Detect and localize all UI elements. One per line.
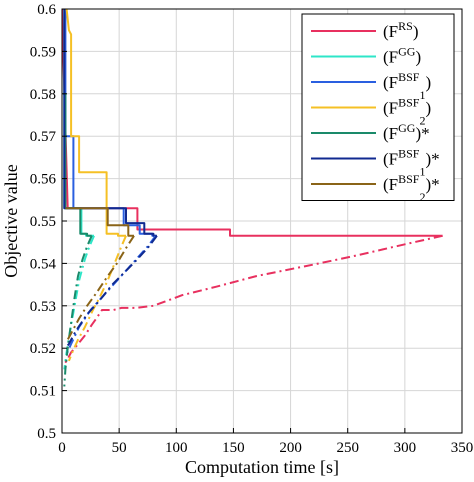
y-tick-label: 0.57: [30, 129, 57, 145]
legend-label-suffix: )*: [425, 175, 439, 194]
series-line-dashdot-13: [66, 235, 135, 341]
series-line-6: [65, 207, 134, 237]
legend-label-sup: GG: [398, 45, 416, 59]
y-tick-label: 0.59: [30, 44, 56, 60]
legend-label: (FGG)*: [383, 121, 430, 143]
legend-label-sup: BSF: [398, 70, 420, 84]
legend-label-sub: 2: [419, 114, 425, 128]
legend-label-base: (F: [383, 22, 398, 41]
y-tick-label: 0.56: [30, 172, 57, 188]
y-tick-label: 0.5: [37, 426, 56, 442]
x-tick-label: 0: [58, 440, 66, 456]
x-tick-label: 100: [165, 440, 188, 456]
y-tick-label: 0.58: [30, 87, 56, 103]
legend-label-suffix: ): [415, 48, 421, 67]
legend: (FRS)(FGG)(FBSF1)(FBSF2)(FGG)*(FBSF1)*(F…: [301, 13, 455, 204]
series-line-4: [63, 92, 92, 237]
legend-label-sup: RS: [398, 19, 413, 33]
y-tick-label: 0.52: [30, 341, 56, 357]
legend-label-suffix: ): [425, 99, 431, 118]
y-tick-label: 0.55: [30, 214, 56, 230]
legend-label-sup: BSF: [398, 147, 420, 161]
y-tick-label: 0.51: [30, 384, 56, 400]
x-tick-label: 150: [222, 440, 245, 456]
legend-label: (FRS): [383, 19, 418, 41]
legend-label-suffix: ): [425, 73, 431, 92]
legend-label-sup: GG: [398, 121, 416, 135]
x-tick-label: 300: [394, 440, 417, 456]
legend-label-sup: BSF: [398, 96, 420, 110]
series-line-dashdot-12: [64, 235, 158, 349]
legend-label: (FBSF 1)*: [383, 147, 440, 179]
series-line-dashdot-7: [62, 234, 443, 366]
y-tick-label: 0.54: [30, 256, 57, 272]
series-group: [62, 9, 443, 387]
legend-label-base: (F: [383, 48, 398, 67]
legend-label-base: (F: [383, 124, 398, 143]
y-axis-title: Objective value: [1, 164, 21, 277]
legend-label-sub: 2: [419, 190, 425, 204]
legend-label-suffix: ): [413, 22, 419, 41]
y-tick-label: 0.53: [30, 299, 56, 315]
legend-label: (FBSF 2): [383, 96, 431, 128]
legend-label: (FBSF 1): [383, 70, 431, 102]
legend-label-sub: 1: [419, 88, 425, 102]
series-line-3: [65, 9, 126, 237]
x-tick-label: 350: [451, 440, 474, 456]
series-line-dashdot-11: [63, 235, 93, 387]
legend-label: (FBSF 2)*: [383, 172, 440, 204]
series-line-dashdot-10: [67, 235, 127, 362]
x-tick-label: 250: [336, 440, 359, 456]
legend-label-base: (F: [383, 73, 398, 92]
axis-ticks: 0 50 100 150 200 250 300 350 0.5 0.51 0.52 0.53 0.54…: [30, 2, 474, 456]
x-axis-title: Computation time [s]: [185, 457, 339, 477]
legend-label-sub: 1: [419, 165, 425, 179]
legend-label-base: (F: [383, 175, 398, 194]
legend-label: (FGG): [383, 45, 421, 67]
y-tick-label: 0.6: [37, 2, 56, 18]
legend-label-base: (F: [383, 150, 398, 169]
legend-label-sup: BSF: [398, 172, 420, 186]
legend-label-suffix: )*: [425, 150, 439, 169]
x-tick-label: 200: [279, 440, 302, 456]
legend-label-base: (F: [383, 99, 398, 118]
x-tick-label: 50: [112, 440, 127, 456]
legend-label-suffix: )*: [415, 124, 429, 143]
